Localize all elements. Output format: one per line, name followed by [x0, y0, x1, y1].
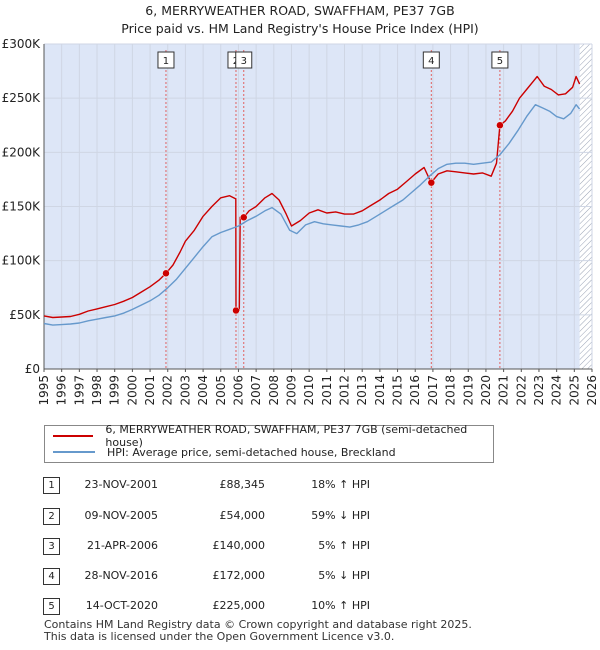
x-tick-label: 2025: [567, 375, 581, 406]
y-tick-label: £150K: [2, 200, 42, 214]
table-row: 2 09-NOV-2005 £54,000 59% ↓ HPI: [0, 507, 600, 527]
x-tick-label: 2007: [249, 375, 263, 406]
x-tick-label: 2000: [125, 375, 139, 406]
x-tick-label: 2011: [320, 375, 334, 406]
x-tick-label: 2024: [550, 375, 564, 406]
x-tick-label: 2015: [391, 375, 405, 406]
x-tick-label: 2006: [231, 375, 245, 406]
transaction-price: £172,000: [212, 569, 266, 582]
transaction-date: 09-NOV-2005: [84, 509, 158, 522]
transaction-number: 5: [43, 598, 60, 615]
x-tick-label: 2002: [161, 375, 175, 406]
table-row: 5 14-OCT-2020 £225,000 10% ↑ HPI: [0, 597, 600, 617]
sale-marker: [496, 121, 504, 129]
footer-line-2: This data is licensed under the Open Gov…: [44, 630, 395, 643]
x-tick-label: 2003: [178, 375, 192, 406]
transaction-price: £54,000: [219, 509, 266, 522]
chart-legend: 6, MERRYWEATHER ROAD, SWAFFHAM, PE37 7GB…: [44, 423, 494, 463]
sale-number-box: [491, 51, 509, 69]
sale-number-box: [157, 51, 175, 69]
x-tick-label: 2016: [408, 375, 422, 406]
transaction-hpi: 18% ↑ HPI: [311, 478, 370, 491]
transaction-number: 4: [43, 568, 60, 585]
transaction-date: 28-NOV-2016: [84, 569, 158, 582]
transaction-hpi: 10% ↑ HPI: [311, 599, 370, 612]
footer-attribution: Contains HM Land Registry data © Crown c…: [44, 619, 472, 643]
x-tick-label: 1999: [108, 375, 122, 406]
x-tick-label: 2009: [284, 375, 298, 406]
title-line-2: Price paid vs. HM Land Registry's House …: [121, 21, 479, 36]
transaction-hpi: 5% ↓ HPI: [318, 569, 370, 582]
x-tick-label: 2019: [461, 375, 475, 406]
sale-marker: [162, 269, 170, 278]
legend-item-hpi: HPI: Average price, semi-detached house,…: [53, 444, 396, 460]
x-tick-label: 2018: [444, 375, 458, 406]
y-tick-label: £50K: [9, 308, 41, 322]
transaction-date: 21-APR-2006: [86, 539, 158, 552]
transaction-price: £88,345: [219, 478, 266, 491]
legend-swatch-property: [53, 435, 94, 437]
transaction-number: 1: [43, 477, 60, 494]
x-tick-label: 1995: [37, 375, 51, 406]
x-tick-label: 1997: [72, 375, 86, 406]
x-tick-label: 2012: [338, 375, 352, 406]
sale-marker: [240, 213, 248, 222]
x-tick-label: 2017: [426, 375, 440, 406]
table-row: 3 21-APR-2006 £140,000 5% ↑ HPI: [0, 537, 600, 557]
series-line-hpi: [43, 104, 581, 326]
transaction-number: 3: [43, 538, 60, 555]
x-tick-label: 2004: [196, 375, 210, 406]
transaction-hpi: 5% ↑ HPI: [318, 539, 370, 552]
x-tick-label: 2020: [479, 375, 493, 406]
y-tick-label: £100K: [2, 254, 42, 268]
title-line-1: 6, MERRYWEATHER ROAD, SWAFFHAM, PE37 7GB: [145, 3, 455, 18]
y-tick-label: £200K: [2, 145, 42, 159]
x-tick-label: 2014: [373, 375, 387, 406]
table-row: 1 23-NOV-2001 £88,345 18% ↑ HPI: [0, 476, 600, 496]
legend-label-hpi: HPI: Average price, semi-detached house,…: [107, 445, 396, 459]
transaction-hpi: 59% ↓ HPI: [311, 509, 370, 522]
y-tick-label: £250K: [2, 91, 42, 105]
x-tick-label: 2026: [585, 375, 599, 406]
legend-item-property: 6, MERRYWEATHER ROAD, SWAFFHAM, PE37 7GB…: [53, 423, 493, 449]
transaction-date: 23-NOV-2001: [84, 478, 158, 491]
x-tick-label: 1996: [55, 375, 69, 406]
x-tick-label: 2022: [514, 375, 528, 406]
x-tick-label: 2008: [267, 375, 281, 406]
sale-number-label: 3: [241, 56, 247, 67]
sale-number-box: [422, 51, 440, 69]
footer-line-1: Contains HM Land Registry data © Crown c…: [44, 618, 472, 631]
x-tick-label: 1998: [90, 375, 104, 406]
y-tick-label: £0: [25, 362, 40, 376]
legend-label-property: 6, MERRYWEATHER ROAD, SWAFFHAM, PE37 7GB…: [105, 423, 468, 449]
legend-swatch-hpi: [53, 451, 95, 453]
x-tick-label: 2021: [497, 375, 511, 406]
table-row: 4 28-NOV-2016 £172,000 5% ↓ HPI: [0, 567, 600, 587]
x-tick-label: 2005: [214, 375, 228, 406]
transaction-price: £225,000: [212, 599, 266, 612]
x-tick-label: 2001: [143, 375, 157, 406]
transaction-price: £140,000: [212, 539, 266, 552]
x-tick-label: 2023: [532, 375, 546, 406]
sale-number-label: 5: [497, 56, 503, 67]
series-line-property: [43, 75, 581, 319]
y-tick-label: £300K: [2, 37, 42, 51]
sale-number-label: 4: [428, 56, 434, 67]
sale-number-box: [235, 51, 253, 69]
sale-marker: [427, 178, 436, 187]
sale-number-label: 1: [163, 56, 169, 67]
transaction-date: 14-OCT-2020: [85, 599, 158, 612]
x-tick-label: 2010: [302, 375, 316, 406]
x-tick-label: 2013: [355, 375, 369, 406]
sale-marker: [232, 306, 240, 315]
transaction-number: 2: [43, 508, 60, 525]
chart-title: 6, MERRYWEATHER ROAD, SWAFFHAM, PE37 7GB…: [0, 2, 600, 38]
